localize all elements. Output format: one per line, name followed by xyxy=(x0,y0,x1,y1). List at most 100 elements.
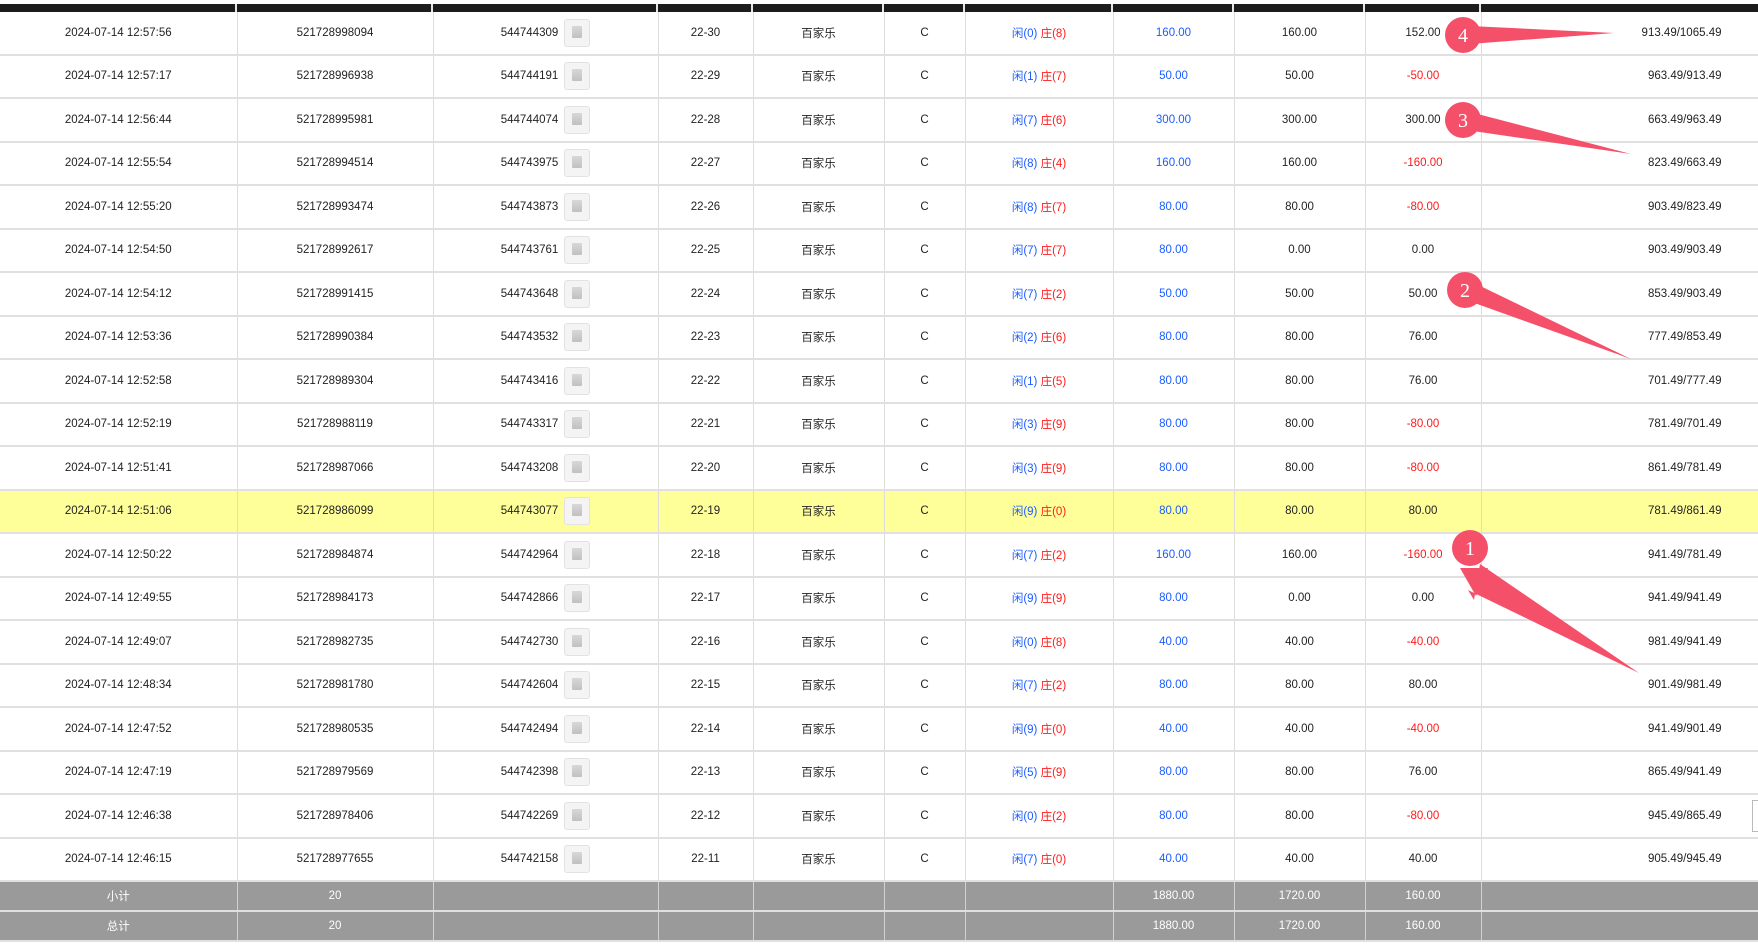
balance-change: 853.49/903.49 xyxy=(1481,272,1758,317)
round-detail-icon[interactable] xyxy=(564,366,591,395)
bet-time: 2024-07-14 12:49:55 xyxy=(0,576,238,621)
round-result: 闲(3) 庄(9) xyxy=(965,402,1114,447)
banker-result: 庄(9) xyxy=(1040,462,1067,475)
round-detail-icon[interactable] xyxy=(564,540,591,569)
balance-change: 663.49/963.49 xyxy=(1481,98,1758,143)
balance-change: 861.49/781.49 xyxy=(1481,446,1758,491)
balance-change: 913.49/1065.49 xyxy=(1481,12,1758,56)
table-code: C xyxy=(884,794,966,839)
round-detail-icon[interactable] xyxy=(564,149,591,178)
valid-amount: 80.00 xyxy=(1234,750,1366,795)
subtotal-count: 20 xyxy=(237,881,434,912)
shoe-number: 22-27 xyxy=(658,141,754,186)
bet-time: 2024-07-14 12:57:17 xyxy=(0,54,238,99)
round-detail-icon[interactable] xyxy=(564,845,591,874)
player-result: 闲(0) xyxy=(1011,636,1038,649)
bet-amount: 160.00 xyxy=(1113,12,1235,56)
bet-amount: 80.00 xyxy=(1113,228,1235,273)
shoe-number: 22-17 xyxy=(658,576,754,621)
round-cell: 544744074 xyxy=(433,98,659,143)
balance-change: 865.49/941.49 xyxy=(1481,750,1758,795)
bet-time: 2024-07-14 12:55:20 xyxy=(0,185,238,230)
valid-amount: 80.00 xyxy=(1234,359,1366,404)
round-number: 544743208 xyxy=(500,461,559,474)
round-detail-icon[interactable] xyxy=(564,714,591,743)
balance-change: 701.49/777.49 xyxy=(1481,359,1758,404)
round-detail-icon[interactable] xyxy=(564,801,591,830)
valid-amount: 80.00 xyxy=(1234,402,1366,447)
valid-amount: 160.00 xyxy=(1234,12,1366,56)
round-detail-icon[interactable] xyxy=(564,627,591,656)
banker-result: 庄(4) xyxy=(1040,158,1067,171)
order-number: 521728988119 xyxy=(237,402,434,447)
win-loss: 40.00 xyxy=(1365,837,1482,882)
win-loss: -40.00 xyxy=(1365,707,1482,752)
table-row: 2024-07-14 12:54:50 521728992617 544743761… xyxy=(0,228,1758,273)
bet-time: 2024-07-14 12:50:22 xyxy=(0,533,238,578)
round-result: 闲(9) 庄(0) xyxy=(965,489,1114,534)
round-cell: 544742398 xyxy=(433,750,659,795)
round-cell: 544742269 xyxy=(433,794,659,839)
table-row: 2024-07-14 12:46:15 521728977655 544742158… xyxy=(0,837,1758,882)
shoe-number: 22-18 xyxy=(658,533,754,578)
scroll-handle[interactable] xyxy=(1752,800,1758,832)
round-detail-icon[interactable] xyxy=(564,192,591,221)
bet-time: 2024-07-14 12:47:52 xyxy=(0,707,238,752)
round-detail-icon[interactable] xyxy=(564,323,591,352)
round-detail-icon[interactable] xyxy=(564,453,591,482)
total-row: 总计 20 1880.00 1720.00 160.00 xyxy=(0,911,1758,942)
shoe-number: 22-24 xyxy=(658,272,754,317)
shoe-number: 22-21 xyxy=(658,402,754,447)
player-result: 闲(3) xyxy=(1011,462,1038,475)
valid-amount: 40.00 xyxy=(1234,837,1366,882)
round-detail-icon[interactable] xyxy=(564,410,591,439)
bet-amount: 50.00 xyxy=(1113,272,1235,317)
order-number: 521728981780 xyxy=(237,663,434,708)
bet-time: 2024-07-14 12:51:06 xyxy=(0,489,238,534)
round-number: 544743975 xyxy=(500,157,559,170)
round-number: 544744309 xyxy=(500,26,559,39)
round-detail-icon[interactable] xyxy=(564,584,591,613)
subtotal-result: 160.00 xyxy=(1365,881,1482,912)
game-name: 百家乐 xyxy=(753,359,885,404)
banker-result: 庄(7) xyxy=(1040,71,1067,84)
table-code: C xyxy=(884,98,966,143)
shoe-number: 22-30 xyxy=(658,12,754,56)
valid-amount: 80.00 xyxy=(1234,663,1366,708)
table-row: 2024-07-14 12:56:44 521728995981 544744074… xyxy=(0,98,1758,143)
shoe-number: 22-15 xyxy=(658,663,754,708)
player-result: 闲(7) xyxy=(1011,549,1038,562)
valid-amount: 80.00 xyxy=(1234,446,1366,491)
total-label: 总计 xyxy=(0,911,238,942)
round-detail-icon[interactable] xyxy=(564,18,591,47)
round-detail-icon[interactable] xyxy=(564,62,591,91)
round-detail-icon[interactable] xyxy=(564,497,591,526)
banker-result: 庄(0) xyxy=(1040,854,1067,867)
valid-amount: 0.00 xyxy=(1234,228,1366,273)
player-result: 闲(7) xyxy=(1011,288,1038,301)
round-detail-icon[interactable] xyxy=(564,105,591,134)
round-detail-icon[interactable] xyxy=(564,671,591,700)
round-detail-icon[interactable] xyxy=(564,279,591,308)
balance-change: 781.49/861.49 xyxy=(1481,489,1758,534)
round-cell: 544742730 xyxy=(433,620,659,665)
order-number: 521728984173 xyxy=(237,576,434,621)
bet-amount: 160.00 xyxy=(1113,141,1235,186)
bet-amount: 80.00 xyxy=(1113,185,1235,230)
round-number: 544742730 xyxy=(500,635,559,648)
win-loss: 152.00 xyxy=(1365,12,1482,56)
valid-amount: 40.00 xyxy=(1234,620,1366,665)
round-detail-icon[interactable] xyxy=(564,758,591,787)
win-loss: 0.00 xyxy=(1365,576,1482,621)
round-result: 闲(9) 庄(9) xyxy=(965,576,1114,621)
shoe-number: 22-13 xyxy=(658,750,754,795)
round-number: 544743416 xyxy=(500,374,559,387)
game-name: 百家乐 xyxy=(753,489,885,534)
valid-amount: 80.00 xyxy=(1234,489,1366,534)
table-row: 2024-07-14 12:47:19 521728979569 544742398… xyxy=(0,750,1758,795)
banker-result: 庄(8) xyxy=(1040,636,1067,649)
balance-change: 941.49/901.49 xyxy=(1481,707,1758,752)
round-detail-icon[interactable] xyxy=(564,236,591,265)
player-result: 闲(7) xyxy=(1011,245,1038,258)
round-result: 闲(0) 庄(2) xyxy=(965,794,1114,839)
